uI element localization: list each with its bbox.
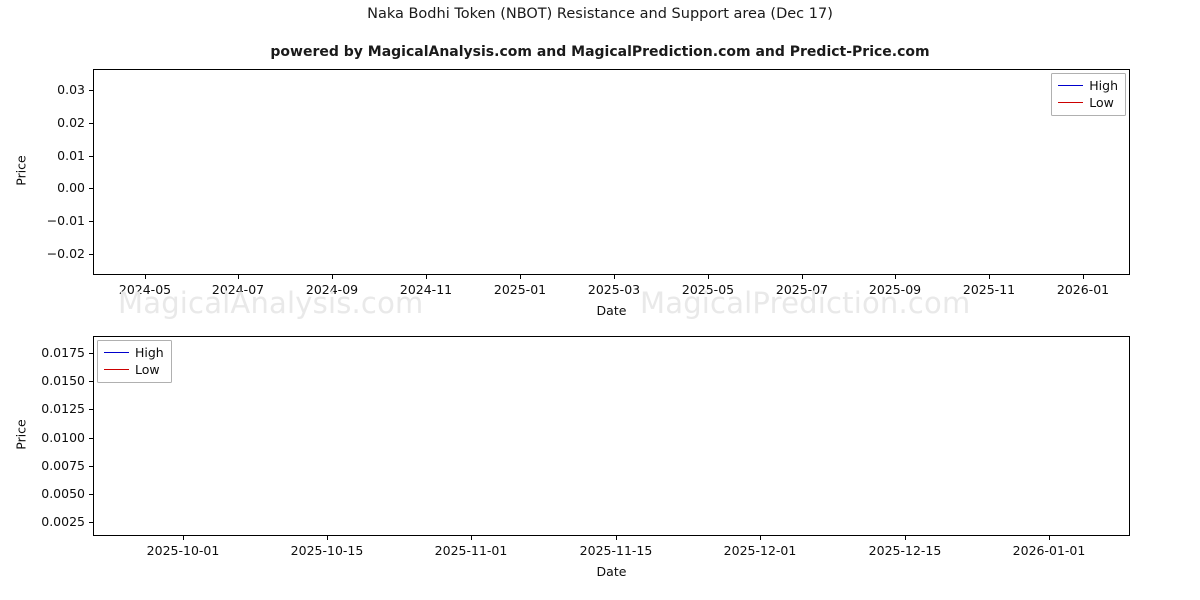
x-tick-mark [145,275,146,279]
y-axis-label: Price [13,155,29,186]
y-tick-label: 0.0050 [41,486,85,502]
page-title: Naka Bodhi Token (NBOT) Resistance and S… [367,6,833,22]
x-tick-mark [238,275,239,279]
x-tick-label: 2024-09 [305,282,359,297]
y-tick-label: 0.0025 [41,514,85,530]
x-tick-mark [327,536,328,540]
x-tick-mark [905,536,906,540]
legend-label: High [1089,78,1118,93]
detail-chart-panel: MagicalAnalysis.comMagicalPrediction.com… [93,336,1130,536]
x-axis-label: Date [596,564,627,579]
x-tick-mark [183,536,184,540]
legend-line-swatch [104,352,129,353]
y-tick-mark [89,465,93,467]
y-tick-label: 0.0125 [41,401,85,417]
legend-item-low[interactable]: Low [104,361,164,378]
x-tick-mark [426,275,427,279]
x-tick-label: 2024-11 [399,282,453,297]
x-tick-label: 2025-12-15 [868,543,942,558]
y-tick-label: −0.02 [46,245,85,261]
y-tick-mark [89,494,93,496]
x-tick-label: 2025-11-01 [434,543,508,558]
x-tick-label: 2025-11 [962,282,1016,297]
legend-label: Low [135,362,160,377]
x-tick-mark [332,275,333,279]
legend-item-high[interactable]: High [104,344,164,361]
x-tick-label: 2025-01 [493,282,547,297]
y-tick-label: 0.02 [57,114,85,130]
legend-label: High [135,345,164,360]
legend-item-low[interactable]: Low [1058,94,1118,111]
y-tick-mark [89,155,93,157]
x-tick-mark [989,275,990,279]
y-tick-label: 0.03 [57,82,85,98]
x-tick-mark [708,275,709,279]
y-tick-label: −0.01 [46,213,85,229]
x-axis-label: Date [596,303,627,318]
y-tick-label: 0.0100 [41,429,85,445]
x-tick-label: 2026-01-01 [1012,543,1086,558]
y-tick-mark [89,90,93,92]
x-tick-label: 2026-01 [1056,282,1110,297]
x-tick-label: 2025-12-01 [723,543,797,558]
x-tick-label: 2025-11-15 [579,543,653,558]
x-tick-label: 2024-07 [211,282,265,297]
y-tick-mark [89,381,93,383]
y-tick-mark [89,409,93,411]
x-tick-mark [616,536,617,540]
x-tick-mark [895,275,896,279]
x-tick-label: 2025-03 [587,282,641,297]
x-tick-mark [614,275,615,279]
detail-legend: High Low [97,340,172,383]
y-tick-mark [89,188,93,190]
x-tick-label: 2025-07 [775,282,829,297]
y-tick-mark [89,122,93,124]
x-tick-mark [1049,536,1050,540]
x-tick-mark [471,536,472,540]
overview-chart-panel: MagicalAnalysis.comMagicalPrediction.com… [93,69,1130,275]
legend-line-swatch [1058,102,1084,103]
x-tick-mark [760,536,761,540]
y-axis-label: Price [13,419,29,450]
y-tick-label: 0.00 [57,180,85,196]
x-tick-label: 2025-10-15 [290,543,364,558]
overview-legend: High Low [1051,73,1126,116]
y-tick-label: 0.01 [57,147,85,163]
x-tick-mark [520,275,521,279]
y-tick-label: 0.0175 [41,344,85,360]
y-tick-mark [89,437,93,439]
y-tick-mark [89,522,93,524]
page-subtitle: powered by MagicalAnalysis.com and Magic… [270,44,930,60]
detail-plot-frame [93,336,1130,536]
x-tick-label: 2025-10-01 [146,543,220,558]
overview-plot-frame [93,69,1130,275]
legend-item-high[interactable]: High [1058,77,1118,94]
y-tick-label: 0.0150 [41,373,85,389]
x-tick-mark [1083,275,1084,279]
y-tick-mark [89,352,93,354]
y-tick-mark [89,221,93,223]
x-tick-label: 2025-09 [868,282,922,297]
legend-label: Low [1089,95,1114,110]
x-tick-mark [802,275,803,279]
y-tick-mark [89,253,93,255]
legend-line-swatch [1058,85,1084,86]
x-tick-label: 2025-05 [681,282,735,297]
x-tick-label: 2024-05 [118,282,172,297]
y-tick-label: 0.0075 [41,457,85,473]
legend-line-swatch [104,369,129,370]
